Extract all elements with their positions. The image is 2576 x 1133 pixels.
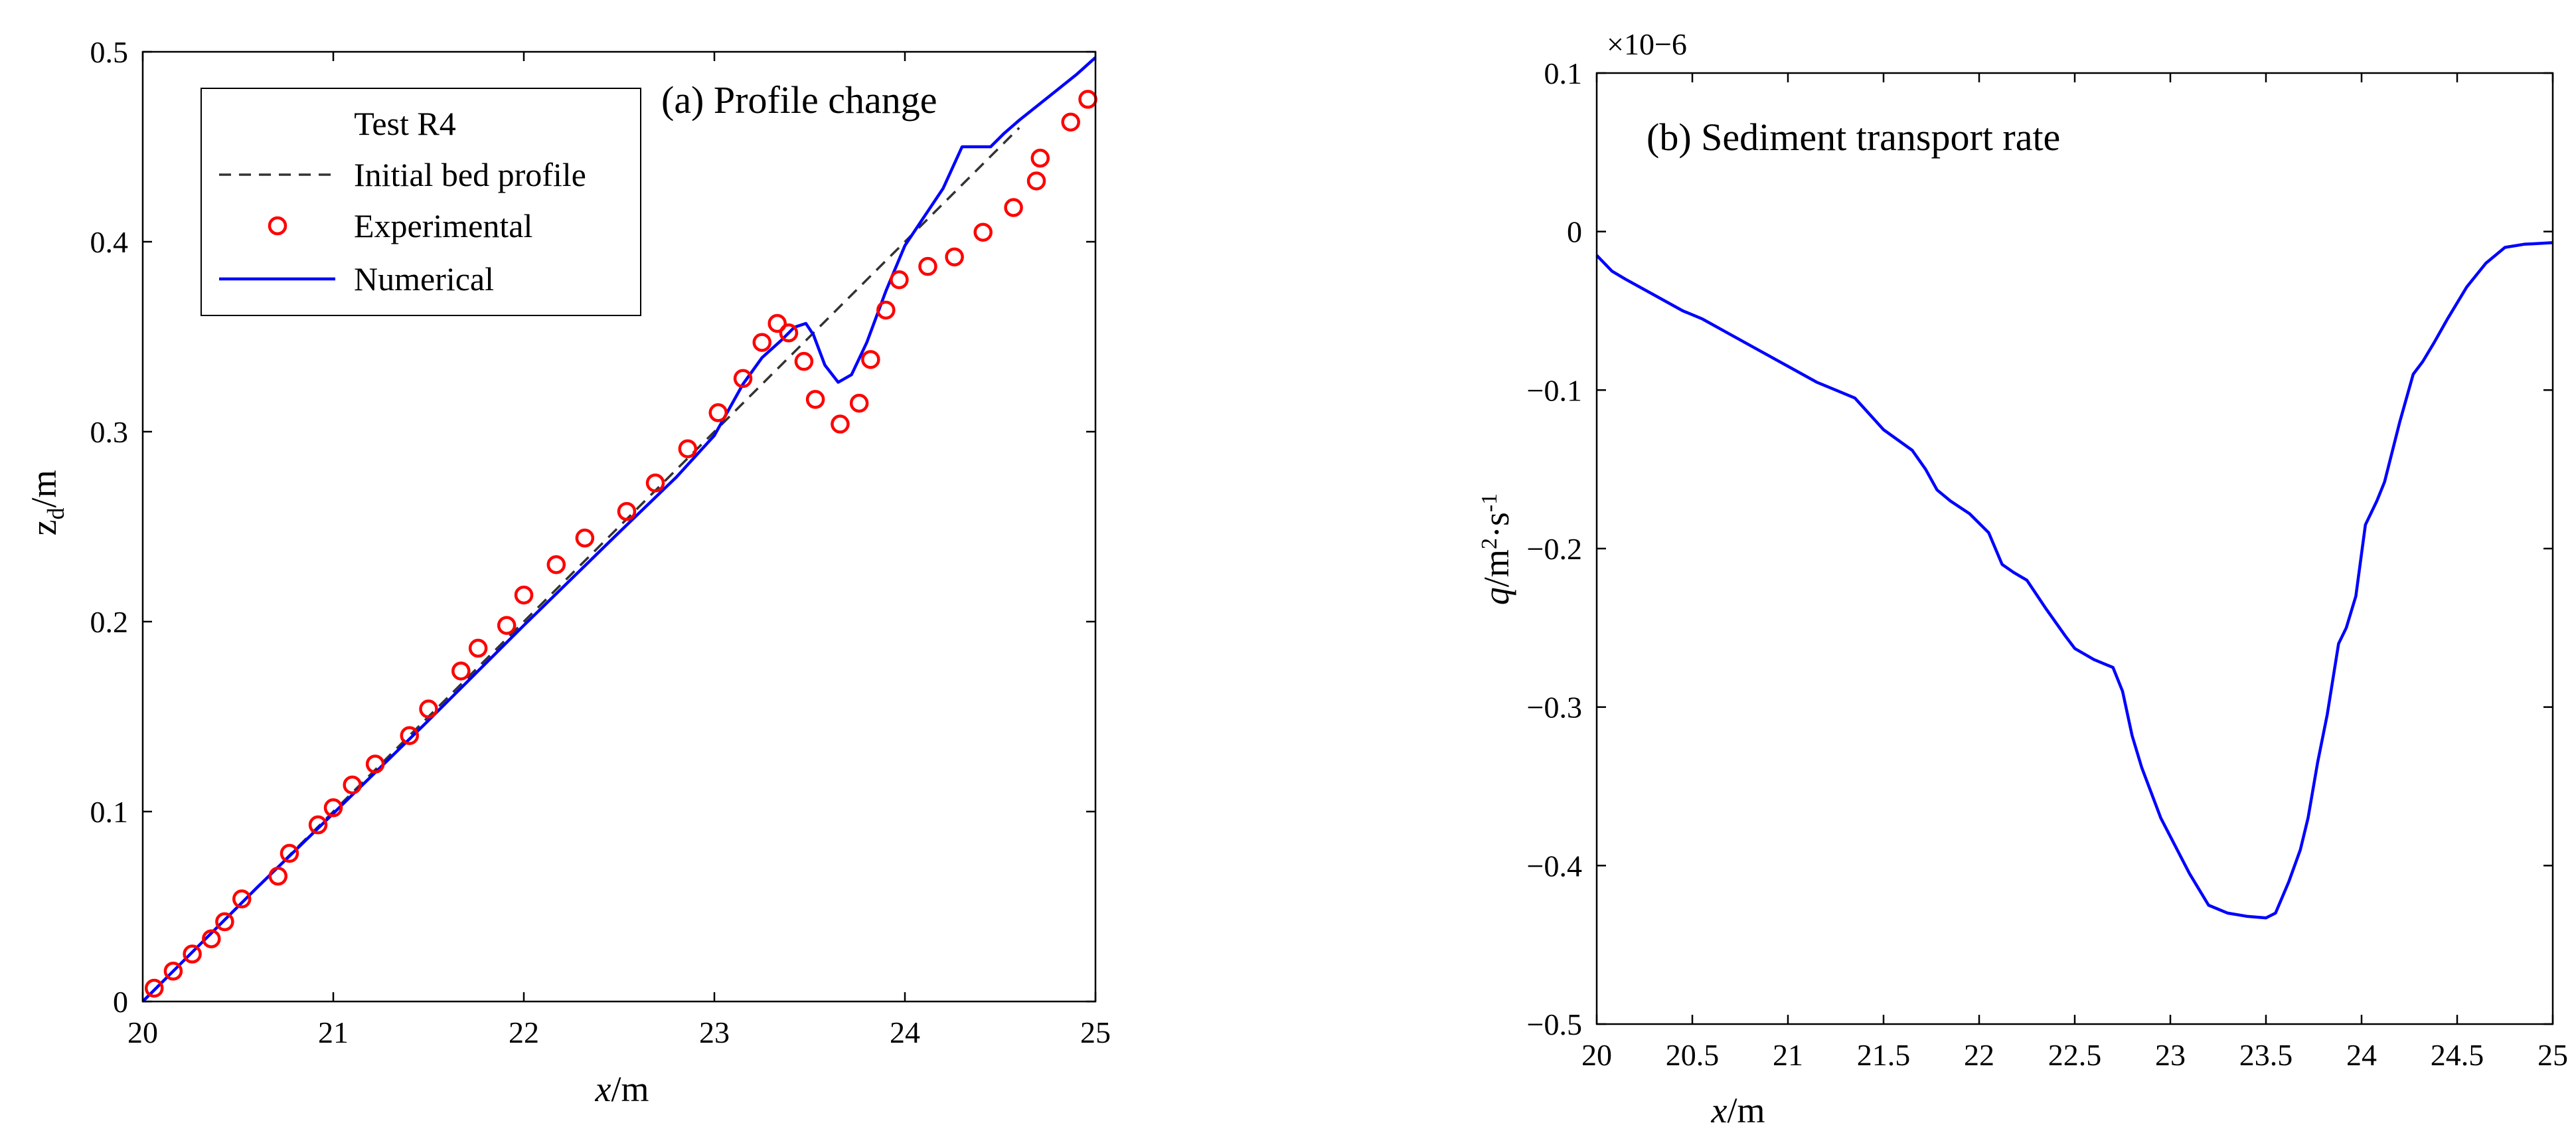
experimental-point: [343, 775, 362, 795]
experimental-point: [831, 414, 850, 434]
experimental-point: [419, 699, 438, 719]
experimental-point: [183, 944, 202, 964]
experimental-point: [163, 961, 183, 981]
experimental-point: [232, 889, 252, 909]
experimental-point: [805, 390, 825, 409]
panel-b-y-axis-label: q/m2·s-1: [1477, 493, 1516, 605]
panel-b-y-tick-label: 0: [1567, 215, 1582, 249]
experimental-point: [144, 978, 164, 998]
experimental-point: [202, 929, 221, 948]
panel-a-title: (a) Profile change: [661, 78, 937, 122]
panel-b-x-tick-label: 20.5: [1666, 1038, 1720, 1072]
panel-a-x-tick-label: 22: [509, 1015, 539, 1049]
legend-title: Test R4: [354, 105, 455, 142]
panel-b-x-tick-label: 22.5: [2048, 1038, 2102, 1072]
experimental-point: [451, 661, 471, 681]
panel-a-x-tick-label: 25: [1080, 1015, 1111, 1049]
panel-b-x-tick-label: 23.5: [2239, 1038, 2293, 1072]
panel-b-ticks: 20 20.5 21 21.5 22 22.5 23 23.5 24 24.5 25 0.1 0 −0.1…: [1527, 56, 2568, 1072]
numerical-profile-line: [141, 56, 1097, 1003]
panel-b-x-tick-label: 21: [1773, 1038, 1803, 1072]
experimental-point: [308, 815, 328, 835]
experimental-point: [514, 585, 534, 605]
experimental-markers: [144, 90, 1097, 998]
experimental-point: [918, 256, 937, 276]
legend-numerical-label: Numerical: [354, 260, 494, 298]
panel-b-y-tick-label: −0.2: [1527, 532, 1582, 566]
panel-a-y-tick-label: 0.3: [90, 415, 129, 449]
panel-b-x-tick-label: 21.5: [1857, 1038, 1911, 1072]
panel-b-x-axis-label: x/m: [1711, 1090, 1765, 1130]
panel-b-x-tick-label: 20: [1581, 1038, 1612, 1072]
experimental-point: [1004, 198, 1023, 217]
experimental-point: [1078, 90, 1097, 109]
panel-a-y-tick-label: 0.5: [90, 35, 129, 69]
panel-b-y-tick-label: −0.3: [1527, 691, 1582, 725]
panel-b-x-tick-label: 24: [2346, 1038, 2377, 1072]
experimental-point: [268, 866, 288, 886]
panel-b-x-tick-label: 22: [1964, 1038, 1994, 1072]
experimental-point: [779, 323, 799, 343]
experimental-point: [323, 798, 343, 818]
experimental-point: [365, 754, 385, 774]
panel-b-frame: [1595, 72, 2554, 1025]
experimental-point: [678, 439, 698, 458]
panel-b-scale-factor: ×10−6: [1607, 27, 1687, 61]
panel-a-y-tick-label: 0: [113, 985, 128, 1019]
experimental-point: [400, 726, 420, 745]
experimental-point: [752, 333, 771, 352]
experimental-point: [876, 300, 896, 320]
experimental-point: [861, 350, 880, 369]
experimental-point: [546, 555, 566, 574]
legend-initial-label: Initial bed profile: [354, 156, 586, 193]
legend-experimental-swatch: [268, 216, 287, 236]
experimental-point: [1030, 148, 1050, 168]
experimental-point: [708, 403, 728, 422]
panel-a-x-tick-label: 20: [127, 1015, 158, 1049]
panel-a-x-tick-label: 24: [890, 1015, 920, 1049]
experimental-point: [733, 369, 753, 389]
experimental-point: [1026, 171, 1046, 191]
experimental-point: [617, 501, 637, 521]
experimental-point: [849, 393, 869, 413]
panel-b-x-tick-label: 23: [2155, 1038, 2186, 1072]
experimental-point: [280, 843, 299, 863]
panel-a-ticks: 20 21 22 23 24 25 0 0.1 0.2 0.3 0.4 0.5: [90, 35, 1111, 1049]
experimental-point: [215, 912, 234, 932]
experimental-point: [890, 270, 909, 290]
sediment-transport-rate-line: [1595, 241, 2553, 920]
panel-a-y-tick-label: 0.4: [90, 225, 129, 259]
experimental-point: [1061, 112, 1080, 132]
panel-b-title: (b) Sediment transport rate: [1647, 116, 2060, 159]
experimental-point: [973, 222, 993, 242]
legend-experimental-label: Experimental: [354, 207, 532, 244]
panel-b-x-tick-label: 24.5: [2431, 1038, 2484, 1072]
panel-a-x-tick-label: 21: [318, 1015, 349, 1049]
panel-b-y-tick-label: −0.4: [1527, 849, 1582, 883]
panel-a-frame: [141, 50, 1097, 1003]
panel-a-y-tick-label: 0.2: [90, 605, 129, 639]
experimental-point: [497, 616, 517, 635]
panel-a-y-tick-label: 0.1: [90, 795, 129, 829]
panel-b-y-tick-label: −0.5: [1527, 1007, 1582, 1041]
experimental-point: [468, 638, 488, 658]
legend: Test R4 Initial bed profile Experimental…: [201, 88, 641, 316]
experimental-point: [575, 528, 595, 548]
panel-b-sediment-transport: 20 20.5 21 21.5 22 22.5 23 23.5 24 24.5 25 0.1 0 −0.1…: [1477, 27, 2568, 1130]
panel-b-x-tick-label: 25: [2537, 1038, 2568, 1072]
panel-b-y-tick-label: −0.1: [1527, 373, 1582, 407]
panel-a-profile-change: 20 21 22 23 24 25 0 0.1 0.2 0.3 0.4 0.5 (a) Profile…: [24, 35, 1111, 1109]
panel-a-x-axis-label: x/m: [595, 1069, 649, 1109]
experimental-point: [645, 473, 665, 493]
experimental-point: [767, 313, 787, 333]
experimental-point: [945, 247, 964, 267]
panel-b-y-tick-label: 0.1: [1544, 56, 1583, 90]
experimental-point: [794, 351, 814, 371]
panel-a-x-tick-label: 23: [699, 1015, 730, 1049]
panel-a-y-axis-label: zd/m: [24, 470, 69, 536]
